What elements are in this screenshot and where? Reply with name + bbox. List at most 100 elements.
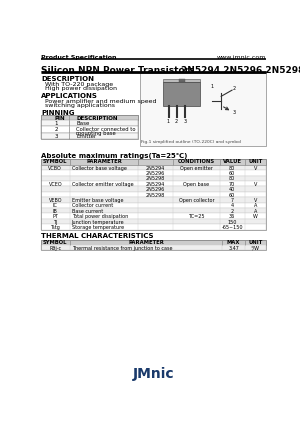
Text: Emitter base voltage: Emitter base voltage [72,198,123,203]
Text: Open emitter: Open emitter [180,166,213,170]
Text: THERMAL CHARACTERISTICS: THERMAL CHARACTERISTICS [41,233,154,240]
Text: Rθj-c: Rθj-c [49,245,62,251]
Text: VEBO: VEBO [49,198,62,203]
Text: Storage temperature: Storage temperature [72,225,124,230]
Text: CONDITIONS: CONDITIONS [178,159,215,165]
Text: -65~150: -65~150 [221,225,243,230]
Text: TJ: TJ [53,220,58,225]
Text: Fig.1 simplified outline (TO-220C) and symbol: Fig.1 simplified outline (TO-220C) and s… [141,140,241,144]
Text: Tstg: Tstg [50,225,60,230]
Text: Open collector: Open collector [178,198,214,203]
Text: 3: 3 [233,110,236,115]
Text: W: W [253,214,258,219]
Text: MAX: MAX [227,240,240,245]
Text: VCBO: VCBO [49,166,62,170]
Bar [41,133,138,139]
Text: 40: 40 [229,187,235,192]
Text: PT: PT [52,214,58,219]
Text: Product Specification: Product Specification [41,55,117,60]
Bar [163,78,200,82]
Bar [41,181,266,187]
Text: 3.47: 3.47 [228,245,239,251]
Text: DESCRIPTION: DESCRIPTION [41,76,94,82]
Text: Thermal resistance from junction to case: Thermal resistance from junction to case [72,245,172,251]
Bar [41,213,266,219]
Text: V: V [254,182,257,187]
Text: 1: 1 [166,119,169,124]
Text: Silicon NPN Power Transistors: Silicon NPN Power Transistors [41,66,195,75]
Text: Total power dissipation: Total power dissipation [72,214,128,219]
Text: 1: 1 [55,121,58,126]
Bar [41,203,266,208]
Text: 80: 80 [229,166,235,170]
Text: 3: 3 [55,134,58,139]
Bar [41,224,266,229]
Bar [163,82,200,106]
Bar [41,170,266,176]
Text: High power dissipation: High power dissipation [45,86,117,91]
Bar [140,73,266,146]
Bar [41,115,138,120]
Text: 2N5294 2N5296 2N5298: 2N5294 2N5296 2N5298 [181,66,300,75]
Text: UNIT: UNIT [248,240,262,245]
Text: °/W: °/W [251,245,260,251]
Text: 80: 80 [229,176,235,181]
Text: PINNING: PINNING [41,110,75,116]
Text: 2N5298: 2N5298 [146,192,165,198]
Bar [41,126,138,133]
Text: Base: Base [76,121,90,126]
Text: 2N5298: 2N5298 [146,176,165,181]
Text: UNIT: UNIT [248,159,262,165]
Text: Collector emitter voltage: Collector emitter voltage [72,182,133,187]
Bar [41,192,266,197]
Bar [41,176,266,181]
Text: 2N5296: 2N5296 [146,171,165,176]
Text: Power amplifier and medium speed: Power amplifier and medium speed [45,99,157,103]
Text: SYMBOL: SYMBOL [43,159,68,165]
Text: Collector base voltage: Collector base voltage [72,166,127,170]
Bar [41,208,266,213]
Bar [41,115,138,139]
Text: Base current: Base current [72,209,103,214]
Text: JMnic: JMnic [133,367,175,381]
Text: With TO-220 package: With TO-220 package [45,82,113,86]
Bar [178,79,185,82]
Text: 70: 70 [229,182,235,187]
Text: www.jmnic.com: www.jmnic.com [217,55,266,60]
Text: 2N5296: 2N5296 [146,187,165,192]
Text: 36: 36 [229,214,235,219]
Bar [41,159,266,165]
Text: PARAMETER: PARAMETER [128,240,164,245]
Bar [41,165,266,170]
Bar [41,240,266,250]
Text: PIN: PIN [55,116,65,120]
Text: APPLICATIONS: APPLICATIONS [41,93,98,99]
Text: V: V [254,166,257,170]
Text: PARAMETER: PARAMETER [86,159,122,165]
Text: 60: 60 [229,171,235,176]
Text: 4: 4 [230,204,234,208]
Text: IC: IC [53,204,58,208]
Text: 2N5294: 2N5294 [146,182,165,187]
Text: 2: 2 [175,119,178,124]
Text: mounting base: mounting base [76,131,116,136]
Bar [41,187,266,192]
Text: SYMBOL: SYMBOL [43,240,68,245]
Text: 2N5294: 2N5294 [146,166,165,170]
Bar [41,120,138,126]
Text: A: A [254,204,257,208]
Text: V: V [254,198,257,203]
Bar [41,219,266,224]
Text: 1: 1 [210,84,214,89]
Text: A: A [254,209,257,214]
Text: 2: 2 [55,128,58,132]
Text: 3: 3 [183,119,186,124]
Text: 2: 2 [230,209,234,214]
Bar [41,245,266,250]
Bar [41,197,266,203]
Bar [41,159,266,229]
Text: VCEO: VCEO [49,182,62,187]
Text: Open base: Open base [183,182,209,187]
Text: 2: 2 [233,86,236,91]
Text: VALUE: VALUE [223,159,242,165]
